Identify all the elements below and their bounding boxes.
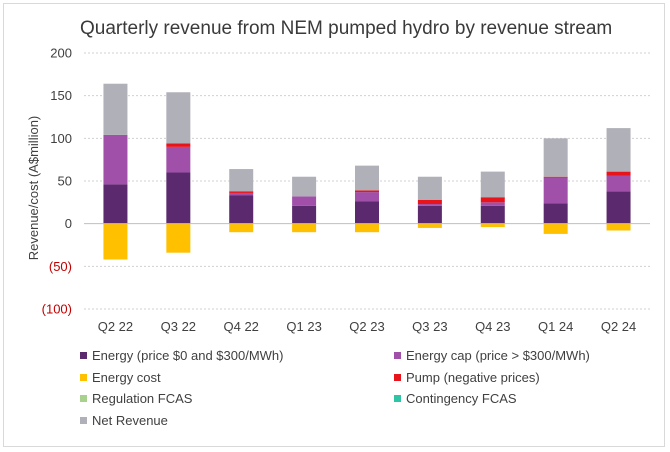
y-tick-label: (50): [49, 259, 72, 274]
y-tick-label: 0: [65, 216, 72, 231]
bar-segment: [606, 171, 631, 176]
bar-segment: [166, 143, 191, 147]
bar-segment: [355, 192, 379, 202]
bars: [103, 83, 631, 260]
bar-segment: [229, 191, 254, 193]
legend-item: Energy cap (price > $300/MWh): [394, 348, 590, 363]
x-tick-label: Q4 22: [224, 319, 259, 334]
bar-segment: [417, 223, 442, 228]
legend-swatch: [394, 352, 401, 359]
legend-item: Regulation FCAS: [80, 391, 192, 406]
bar-segment: [292, 176, 317, 197]
bar-segment: [103, 184, 128, 224]
bar-segment: [417, 199, 442, 205]
legend-item: Contingency FCAS: [394, 391, 517, 406]
legend-item: Pump (negative prices): [394, 370, 540, 385]
x-tick-label: Q1 24: [538, 319, 573, 334]
bar-segment: [606, 128, 631, 172]
bar-segment: [543, 177, 568, 204]
bar-segment: [480, 223, 505, 228]
legend-swatch: [80, 373, 87, 381]
bar-segment: [480, 202, 505, 206]
bar-segment: [166, 146, 191, 173]
bar-segment: [355, 190, 379, 193]
bar-segment: [417, 205, 442, 224]
legend-label: Energy cost: [92, 369, 161, 385]
x-tick-label: Q4 23: [475, 319, 510, 334]
legend-swatch: [394, 395, 401, 402]
x-tick-label: Q3 22: [161, 319, 196, 334]
bar-segment: [103, 134, 128, 185]
bar-segment: [229, 192, 254, 196]
y-tick-label: 50: [58, 174, 72, 189]
bar-segment: [166, 223, 191, 253]
y-tick-label: 100: [50, 131, 72, 146]
legend-swatch: [80, 395, 87, 402]
bar-segment: [606, 191, 631, 224]
bar-segment: [355, 223, 379, 233]
legend-label: Contingency FCAS: [406, 391, 517, 406]
bar-segment: [606, 223, 631, 231]
legend-label: Regulation FCAS: [92, 391, 193, 406]
bar-segment: [166, 92, 191, 144]
y-axis-tick-labels: 200 150 100 50 0 (50) (100): [42, 46, 72, 317]
y-tick-label: (100): [42, 302, 72, 317]
bar-segment: [229, 223, 254, 233]
legend-swatch: [80, 416, 87, 424]
y-axis-label: Revenue/cost (A$million): [26, 116, 41, 261]
x-tick-label: Q3 23: [412, 319, 447, 334]
bar-segment: [543, 203, 568, 224]
x-tick-label: Q2 23: [349, 319, 384, 334]
x-tick-label: Q2 24: [601, 319, 636, 334]
chart-title: Quarterly revenue from NEM pumped hydro …: [80, 18, 613, 39]
bar-segment: [103, 83, 128, 135]
bar-segment: [229, 169, 254, 192]
bar-segment: [417, 176, 442, 200]
bar-segment: [480, 171, 505, 198]
legend-label: Pump (negative prices): [406, 369, 540, 385]
bar-segment: [292, 205, 317, 224]
bar-segment: [355, 201, 379, 224]
bar-segment: [292, 196, 317, 206]
legend-swatch: [394, 373, 401, 381]
bar-segment: [543, 138, 568, 177]
y-tick-label: 200: [50, 46, 72, 61]
bar-segment: [292, 223, 317, 233]
legend-swatch: [80, 352, 87, 359]
bar-segment: [543, 176, 568, 178]
bar-segment: [417, 204, 442, 206]
bar-segment: [606, 175, 631, 192]
legend-label: Energy cap (price > $300/MWh): [406, 348, 590, 363]
x-axis-tick-labels: Q2 22 Q3 22 Q4 22 Q1 23 Q2 23 Q3 23 Q4 23 Q1 24…: [98, 319, 637, 334]
x-tick-label: Q2 22: [98, 319, 133, 334]
y-tick-label: 150: [50, 88, 72, 103]
legend-label: Energy (price $0 and $300/MWh): [92, 348, 284, 363]
bar-segment: [543, 223, 568, 234]
bar-segment: [103, 223, 128, 260]
x-tick-label: Q1 23: [286, 319, 321, 334]
legend-item: Energy cost: [80, 370, 161, 385]
bar-segment: [229, 195, 254, 224]
legend-label: Net Revenue: [92, 412, 168, 428]
bar-segment: [355, 165, 379, 191]
bar-segment: [480, 205, 505, 224]
legend-item: Net Revenue: [80, 413, 168, 428]
legend-item: Energy (price $0 and $300/MWh): [80, 348, 283, 363]
bar-segment: [480, 197, 505, 203]
bar-segment: [166, 172, 191, 224]
